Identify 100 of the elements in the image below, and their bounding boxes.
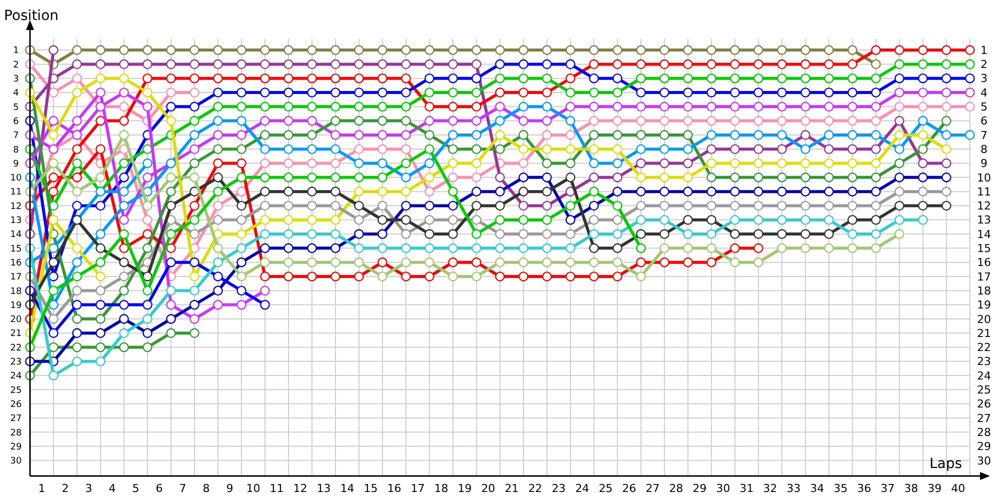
point [96, 356, 106, 366]
x-tick-label: 21 [504, 482, 519, 495]
point [190, 73, 200, 84]
point [965, 130, 975, 140]
point [330, 88, 340, 98]
point [683, 229, 693, 239]
point [260, 214, 270, 225]
point [942, 73, 952, 84]
point [730, 243, 740, 254]
point [119, 300, 129, 310]
point [378, 59, 388, 70]
x-tick-label: 23 [552, 482, 566, 495]
y2-tick-label: 8 [980, 142, 988, 156]
point [236, 144, 246, 154]
point [166, 229, 176, 239]
point [636, 59, 646, 70]
point [378, 102, 388, 112]
y2-tick-label: 22 [977, 341, 991, 354]
point [848, 158, 858, 168]
point [378, 130, 388, 140]
y2-tick-label: 24 [977, 369, 991, 382]
point [472, 172, 482, 182]
point [213, 59, 223, 70]
point [284, 214, 294, 225]
point [307, 102, 317, 112]
point [378, 186, 388, 196]
point [589, 214, 599, 225]
point [72, 45, 82, 55]
point [942, 45, 952, 55]
point [660, 257, 670, 268]
point [142, 59, 152, 70]
point [119, 286, 129, 296]
point [142, 88, 152, 98]
x-tick-label: 19 [458, 482, 472, 495]
point [612, 45, 622, 55]
point [72, 158, 82, 168]
y-tick-label: 23 [10, 358, 22, 368]
point [800, 200, 810, 211]
point [706, 102, 716, 112]
point [190, 286, 200, 296]
point [401, 158, 411, 168]
point [848, 73, 858, 84]
point [871, 102, 881, 112]
point [424, 116, 434, 126]
point [378, 200, 388, 211]
point [378, 229, 388, 239]
x-tick-label: 40 [951, 482, 966, 495]
point [378, 45, 388, 55]
point [660, 45, 670, 55]
point [683, 257, 693, 268]
point [871, 59, 881, 70]
point [542, 102, 552, 112]
point [424, 102, 434, 112]
point [848, 172, 858, 182]
y-tick-label: 5 [13, 102, 19, 113]
point [965, 59, 975, 70]
y-tick-label: 16 [10, 258, 22, 268]
point [730, 130, 740, 140]
point [236, 88, 246, 98]
point [260, 272, 270, 282]
point [542, 130, 552, 140]
point [424, 172, 434, 182]
point [284, 257, 294, 268]
point [142, 214, 152, 225]
y2-tick-label: 30 [977, 454, 991, 468]
point [190, 59, 200, 70]
point [307, 272, 317, 282]
point [612, 130, 622, 140]
point [942, 130, 952, 140]
point [871, 186, 881, 196]
point [472, 45, 482, 55]
point [166, 257, 176, 268]
point [424, 130, 434, 140]
y-tick-label: 28 [10, 428, 22, 438]
point [965, 88, 975, 98]
point [824, 144, 834, 154]
point [260, 229, 270, 239]
point [894, 229, 904, 239]
point [72, 300, 82, 310]
point [495, 45, 505, 55]
point [378, 116, 388, 126]
x-tick-label: 5 [132, 482, 140, 495]
point [72, 272, 82, 282]
y2-tick-label: 28 [977, 426, 991, 439]
point [918, 200, 928, 211]
point [965, 102, 975, 112]
point [142, 342, 152, 352]
point [495, 116, 505, 126]
point [518, 214, 528, 225]
point [260, 243, 270, 254]
point [636, 229, 646, 239]
point [96, 243, 106, 254]
point [942, 158, 952, 168]
x-tick-label: 14 [340, 482, 354, 495]
point [96, 200, 106, 211]
y2-tick-label: 23 [977, 355, 991, 368]
point [495, 73, 505, 84]
y2-tick-label: 15 [977, 242, 991, 256]
point [190, 257, 200, 268]
point [894, 130, 904, 140]
